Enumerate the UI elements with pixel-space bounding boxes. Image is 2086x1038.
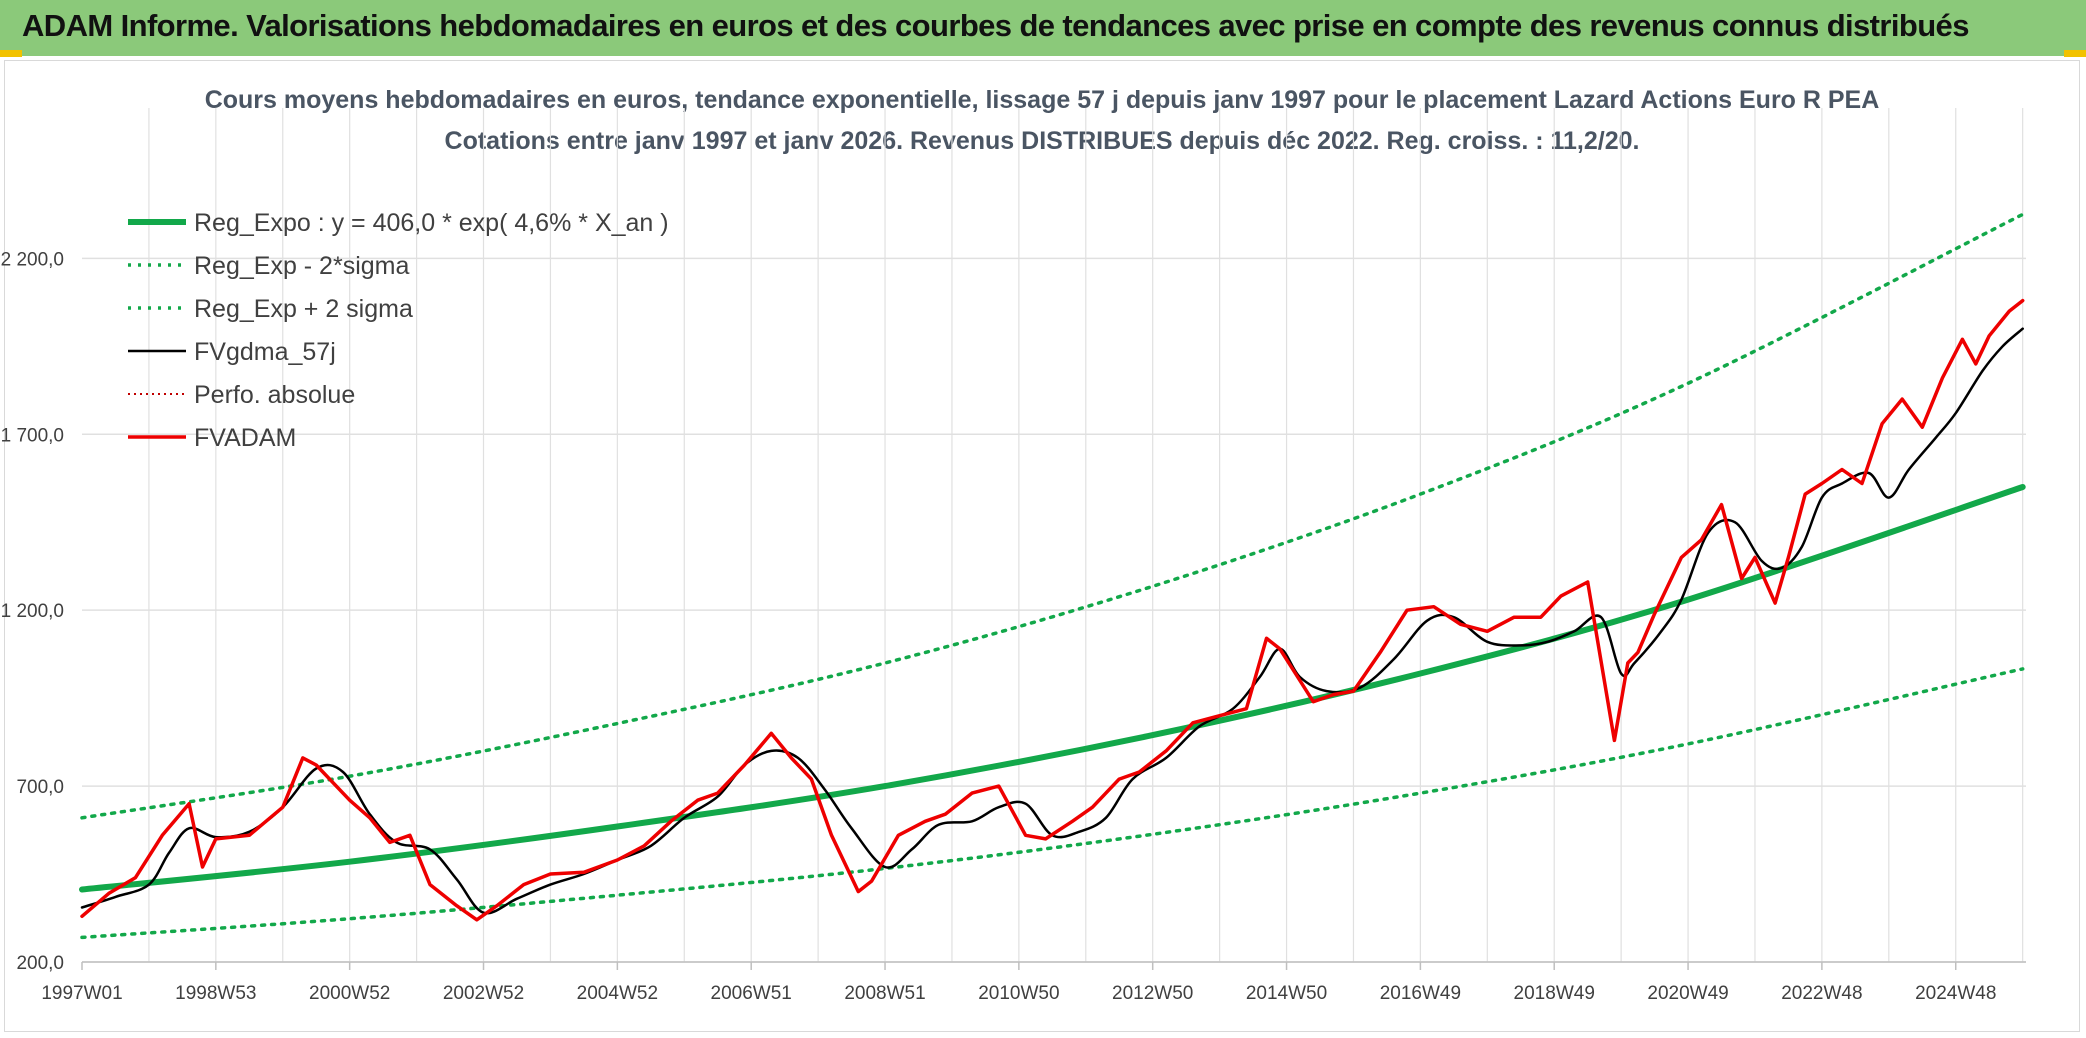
x-tick-label: 2018W49 <box>1514 983 1595 1004</box>
x-tick-label: 2012W50 <box>1112 983 1193 1004</box>
x-tick-label: 2006W51 <box>711 983 792 1004</box>
legend: Reg_Expo : y = 406,0 * exp( 4,6% * X_an … <box>128 209 669 452</box>
x-tick-label: 2002W52 <box>443 983 524 1004</box>
legend-label: FVADAM <box>194 424 296 452</box>
series-group <box>79 212 2026 940</box>
x-tick-label: 2008W51 <box>844 983 925 1004</box>
series-sigma-band <box>80 212 2025 820</box>
x-tick-label: 2016W49 <box>1380 983 1461 1004</box>
x-tick-label: 2004W52 <box>577 983 658 1004</box>
report-title: ADAM Informe. Valorisations hebdomadaire… <box>22 8 1969 43</box>
x-tick-label: 2020W49 <box>1647 983 1728 1004</box>
legend-label: FVgdma_57j <box>194 338 336 366</box>
x-tick-label: 1997W01 <box>41 983 122 1004</box>
y-tick-label: 700,0 <box>16 777 64 798</box>
series-fvadam <box>80 298 2025 922</box>
chart-title: Cours moyens hebdomadaires en euros, ten… <box>205 86 1880 114</box>
x-tick-label: 2014W50 <box>1246 983 1327 1004</box>
x-tick-label: 2024W48 <box>1915 983 1996 1004</box>
legend-label: Reg_Exp - 2*sigma <box>194 252 409 280</box>
y-tick-label: 1 200,0 <box>1 601 64 622</box>
y-tick-label: 200,0 <box>16 953 64 974</box>
chart-frame <box>4 60 2080 1032</box>
report-header: ADAM Informe. Valorisations hebdomadaire… <box>0 0 2086 59</box>
legend-label: Reg_Exp + 2 sigma <box>194 295 413 323</box>
header-corner-marker-left <box>0 50 22 57</box>
chart-subtitle: Cotations entre janv 1997 et janv 2026. … <box>445 127 1640 155</box>
grid <box>82 108 2026 963</box>
x-tick-label: 2000W52 <box>309 983 390 1004</box>
x-tick-label: 1998W53 <box>175 983 256 1004</box>
legend-label: Perfo. absolue <box>194 381 355 409</box>
legend-label: Reg_Expo : y = 406,0 * exp( 4,6% * X_an … <box>194 209 669 237</box>
series-sigma-band <box>80 667 2025 940</box>
axes: 200,0 700,0 1 200,0 1 700,0 2 200,0 1997W01 19… <box>1 249 2026 1004</box>
x-tick-label: 2022W48 <box>1781 983 1862 1004</box>
header-corner-marker-right <box>2064 50 2086 57</box>
y-tick-label: 1 700,0 <box>1 425 64 446</box>
series-fvgdma-57j <box>80 327 2024 915</box>
y-tick-label: 2 200,0 <box>1 249 64 270</box>
x-tick-label: 2010W50 <box>978 983 1059 1004</box>
